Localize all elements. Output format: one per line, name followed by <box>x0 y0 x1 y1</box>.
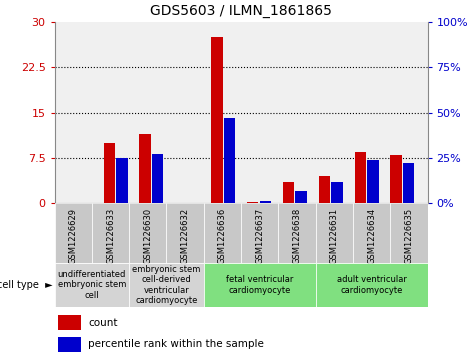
Text: count: count <box>88 318 118 327</box>
Bar <box>204 263 316 307</box>
Text: GSM1226634: GSM1226634 <box>367 208 376 264</box>
Bar <box>241 203 278 263</box>
Text: undifferentiated
embryonic stem
cell: undifferentiated embryonic stem cell <box>58 270 126 300</box>
Bar <box>390 155 402 203</box>
Bar <box>283 182 294 203</box>
Bar <box>92 203 129 263</box>
Bar <box>167 203 204 263</box>
Bar <box>247 202 258 203</box>
Text: adult ventricular
cardiomyocyte: adult ventricular cardiomyocyte <box>337 275 407 295</box>
Bar <box>278 203 316 263</box>
Text: GSM1226629: GSM1226629 <box>69 208 78 264</box>
Text: GSM1226633: GSM1226633 <box>106 208 115 264</box>
Bar <box>403 163 415 203</box>
Text: GSM1226630: GSM1226630 <box>143 208 152 264</box>
Bar <box>259 201 271 203</box>
Bar <box>58 315 81 330</box>
Bar <box>224 118 235 203</box>
Bar <box>353 203 390 263</box>
Bar <box>315 203 353 263</box>
Bar <box>390 203 428 263</box>
Text: fetal ventricular
cardiomyocyte: fetal ventricular cardiomyocyte <box>226 275 294 295</box>
Text: GSM1226636: GSM1226636 <box>218 208 227 264</box>
Text: GSM1226638: GSM1226638 <box>293 208 302 264</box>
Text: embryonic stem
cell-derived
ventricular
cardiomyocyte: embryonic stem cell-derived ventricular … <box>133 265 200 305</box>
Bar <box>139 134 151 203</box>
Title: GDS5603 / ILMN_1861865: GDS5603 / ILMN_1861865 <box>150 4 332 18</box>
Bar <box>331 182 343 203</box>
Bar <box>55 203 92 263</box>
Bar <box>58 337 81 352</box>
Text: percentile rank within the sample: percentile rank within the sample <box>88 339 264 349</box>
Bar <box>204 203 241 263</box>
Bar <box>367 160 379 203</box>
Bar <box>315 263 428 307</box>
Bar <box>319 176 330 203</box>
Text: cell type  ►: cell type ► <box>0 280 52 290</box>
Bar <box>129 263 204 307</box>
Text: GSM1226632: GSM1226632 <box>180 208 190 264</box>
Bar <box>116 158 128 203</box>
Bar <box>104 143 115 203</box>
Bar <box>354 152 366 203</box>
Bar <box>129 203 166 263</box>
Bar <box>211 37 223 203</box>
Bar <box>152 154 163 203</box>
Text: GSM1226631: GSM1226631 <box>330 208 339 264</box>
Text: GSM1226637: GSM1226637 <box>255 208 264 264</box>
Bar <box>55 263 129 307</box>
Text: GSM1226635: GSM1226635 <box>404 208 413 264</box>
Bar <box>295 191 307 203</box>
